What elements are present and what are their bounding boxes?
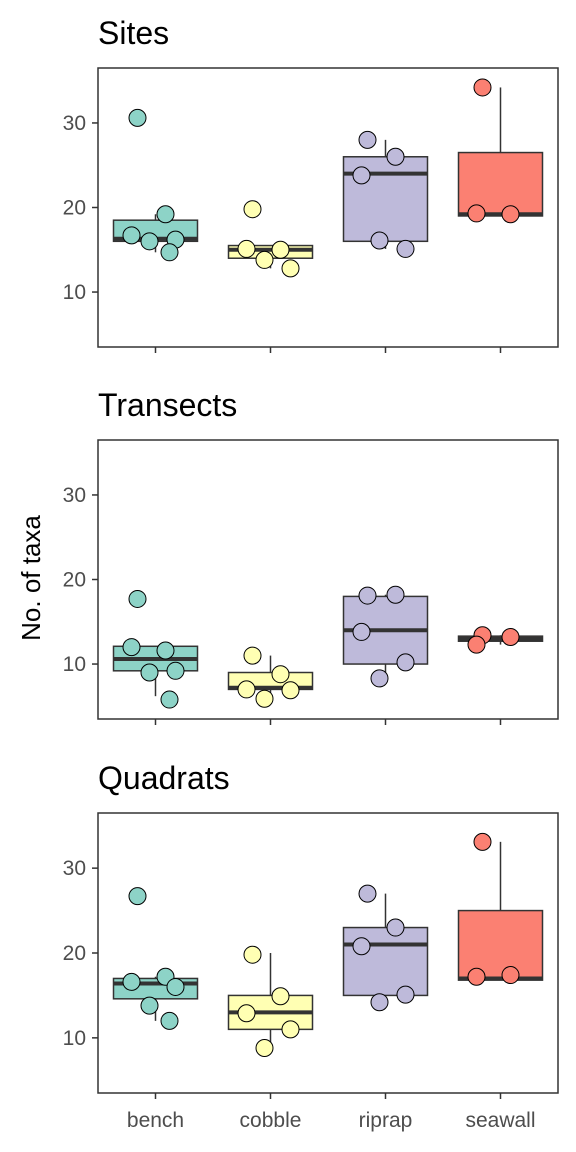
data-point — [243, 646, 262, 665]
data-point — [370, 231, 389, 250]
data-point — [501, 205, 520, 224]
data-point — [140, 232, 159, 251]
data-point — [255, 1039, 274, 1058]
data-point — [140, 663, 159, 682]
panel-title: Transects — [98, 387, 237, 423]
data-point — [473, 78, 492, 97]
data-point — [160, 243, 179, 262]
data-point — [370, 993, 389, 1012]
panel-title: Sites — [98, 15, 169, 51]
data-point — [370, 669, 389, 688]
data-point — [358, 586, 377, 605]
panels: Sites 10 20 30 Transects 10 20 30 Quadrats 10 20 30… — [63, 15, 559, 1132]
y-tick-label: 20 — [63, 569, 86, 592]
data-point — [128, 887, 147, 906]
y-tick-label: 20 — [63, 942, 86, 965]
data-point — [281, 681, 300, 700]
y-axis-label: No. of taxa — [16, 515, 46, 641]
data-point — [386, 585, 405, 604]
data-point — [166, 977, 185, 996]
x-tick-label: riprap — [359, 1109, 413, 1132]
x-tick-label: bench — [127, 1109, 184, 1132]
data-point — [281, 1020, 300, 1039]
y-tick-label: 30 — [63, 857, 86, 880]
box-seawall — [457, 832, 544, 986]
box-cobble — [227, 200, 314, 278]
data-point — [160, 1011, 179, 1030]
box-bench — [112, 887, 199, 1030]
x-tick-label: cobble — [240, 1109, 302, 1132]
panel-transects: Transects 10 20 30 — [63, 387, 559, 725]
data-point — [396, 985, 415, 1004]
data-point — [386, 147, 405, 166]
data-point — [122, 638, 141, 657]
data-point — [166, 661, 185, 680]
data-point — [237, 239, 256, 258]
data-point — [128, 108, 147, 127]
box-seawall — [457, 78, 544, 224]
data-point — [160, 690, 179, 709]
data-point — [281, 259, 300, 278]
data-point — [140, 996, 159, 1015]
iqr-box — [342, 926, 429, 997]
box-cobble — [227, 945, 314, 1058]
panel-sites: Sites 10 20 30 — [63, 15, 559, 353]
panel-title: Quadrats — [98, 760, 230, 796]
y-tick-label: 10 — [63, 1027, 86, 1050]
data-point — [271, 240, 290, 259]
data-point — [243, 945, 262, 964]
data-point — [358, 130, 377, 149]
box-riprap — [342, 130, 429, 258]
data-point — [237, 680, 256, 699]
y-tick-label: 30 — [63, 484, 86, 507]
panel-frame — [97, 439, 559, 720]
data-point — [473, 832, 492, 851]
data-point — [352, 166, 371, 185]
data-point — [237, 1004, 256, 1023]
panel-quadrats: Quadrats 10 20 30 bench cobble riprap seawall — [63, 760, 559, 1132]
box-riprap — [342, 884, 429, 1012]
data-point — [467, 204, 486, 223]
box-riprap — [342, 585, 429, 688]
data-point — [156, 205, 175, 224]
y-tick-label: 10 — [63, 281, 86, 304]
data-point — [358, 884, 377, 903]
x-tick-label: seawall — [465, 1109, 535, 1132]
data-point — [501, 966, 520, 985]
box-bench — [112, 108, 199, 262]
data-point — [396, 653, 415, 672]
y-tick-label: 10 — [63, 653, 86, 676]
data-point — [271, 665, 290, 684]
data-point — [243, 200, 262, 219]
y-tick-label: 20 — [63, 197, 86, 220]
box-seawall — [457, 626, 544, 654]
data-point — [128, 589, 147, 608]
box-bench — [112, 589, 199, 709]
box-cobble — [227, 646, 314, 708]
data-point — [352, 937, 371, 956]
data-point — [271, 987, 290, 1006]
data-point — [467, 635, 486, 654]
data-point — [396, 239, 415, 258]
data-point — [122, 226, 141, 245]
data-point — [501, 627, 520, 646]
data-point — [255, 689, 274, 708]
data-point — [122, 972, 141, 991]
data-point — [352, 622, 371, 641]
data-point — [386, 918, 405, 937]
data-point — [255, 250, 274, 269]
data-point — [467, 967, 486, 986]
y-tick-label: 30 — [63, 112, 86, 135]
data-point — [156, 641, 175, 660]
